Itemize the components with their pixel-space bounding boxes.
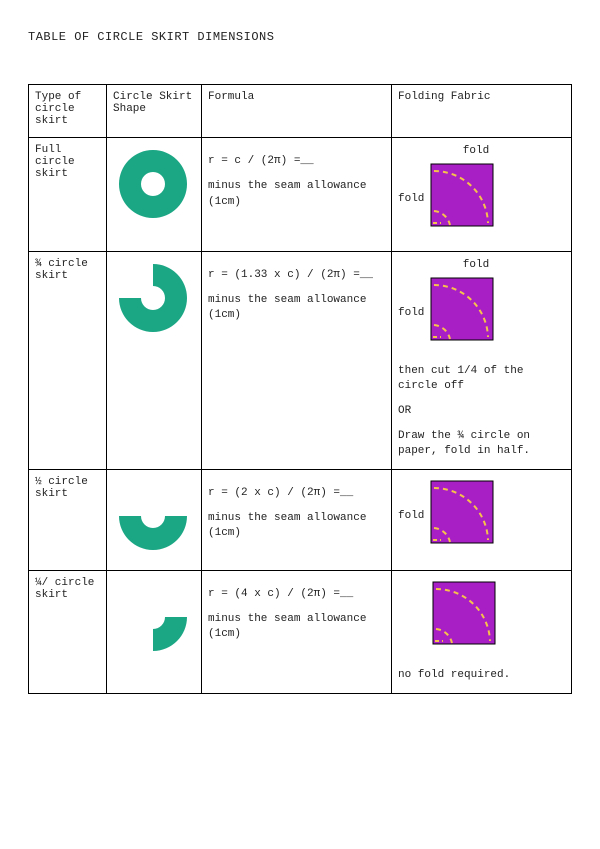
formula-note: minus the seam allowance (1cm) [208, 612, 385, 643]
table-row: Full circle skirt r = c / (2π) =__ minus… [29, 138, 572, 252]
fabric-swatch-icon [430, 480, 494, 550]
fold-or-text: OR [398, 404, 565, 419]
folding-cell: fold [392, 469, 572, 570]
formula-text: r = (4 x c) / (2π) =__ [208, 587, 385, 602]
formula-text: r = (2 x c) / (2π) =__ [208, 486, 385, 501]
fold-extra-text: no fold required. [398, 668, 565, 683]
type-cell: Full circle skirt [29, 138, 107, 252]
col-header-shape: Circle Skirt Shape [107, 85, 202, 138]
skirt-shape-icon [113, 649, 193, 661]
folding-cell: no fold required. [392, 570, 572, 694]
type-cell: ¾ circle skirt [29, 251, 107, 469]
folding-cell: fold fold [392, 138, 572, 252]
table-row: ½ circle skirt r = (2 x c) / (2π) =__ mi… [29, 469, 572, 570]
table-header-row: Type of circle skirt Circle Skirt Shape … [29, 85, 572, 138]
fold-top-label: fold [436, 258, 516, 273]
folding-cell: fold fold then cut 1/4 of the circle off… [392, 251, 572, 469]
fold-left-label: fold [398, 509, 424, 524]
table-row: ¾ circle skirt r = (1.33 x c) / (2π) =__… [29, 251, 572, 469]
shape-cell [107, 469, 202, 570]
fabric-swatch-icon [432, 581, 496, 651]
page-title: TABLE OF CIRCLE SKIRT DIMENSIONS [28, 30, 572, 44]
formula-cell: r = (4 x c) / (2π) =__ minus the seam al… [202, 570, 392, 694]
formula-text: r = c / (2π) =__ [208, 154, 385, 169]
shape-cell [107, 138, 202, 252]
formula-cell: r = (2 x c) / (2π) =__ minus the seam al… [202, 469, 392, 570]
dimensions-table: Type of circle skirt Circle Skirt Shape … [28, 84, 572, 694]
skirt-shape-icon [113, 548, 193, 560]
shape-cell [107, 251, 202, 469]
fabric-swatch-icon [430, 277, 494, 347]
type-cell: ¼/ circle skirt [29, 570, 107, 694]
fabric-swatch-icon [430, 163, 494, 233]
col-header-folding: Folding Fabric [392, 85, 572, 138]
fold-left-label: fold [398, 192, 424, 207]
formula-cell: r = (1.33 x c) / (2π) =__ minus the seam… [202, 251, 392, 469]
formula-text: r = (1.33 x c) / (2π) =__ [208, 268, 385, 283]
col-header-formula: Formula [202, 85, 392, 138]
fold-extra-text: then cut 1/4 of the circle off [398, 364, 565, 394]
fold-left-label: fold [398, 306, 424, 321]
table-row: ¼/ circle skirt r = (4 x c) / (2π) =__ m… [29, 570, 572, 694]
shape-cell [107, 570, 202, 694]
type-cell: ½ circle skirt [29, 469, 107, 570]
col-header-type: Type of circle skirt [29, 85, 107, 138]
fold-extra2-text: Draw the ¾ circle on paper, fold in half… [398, 429, 565, 459]
fold-top-label: fold [436, 144, 516, 159]
skirt-shape-icon [113, 216, 193, 228]
skirt-shape-icon [113, 330, 193, 342]
formula-cell: r = c / (2π) =__ minus the seam allowanc… [202, 138, 392, 252]
formula-note: minus the seam allowance (1cm) [208, 293, 385, 324]
formula-note: minus the seam allowance (1cm) [208, 511, 385, 542]
formula-note: minus the seam allowance (1cm) [208, 179, 385, 210]
